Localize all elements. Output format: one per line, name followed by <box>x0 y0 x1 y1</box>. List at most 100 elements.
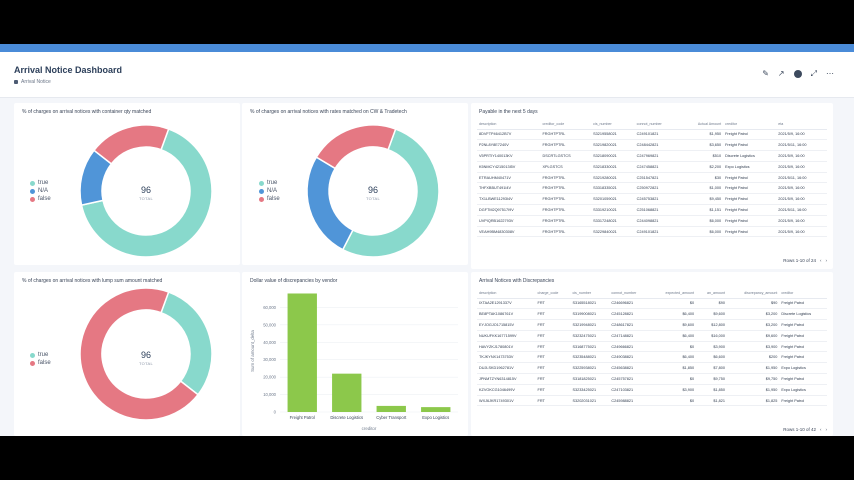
column-header[interactable]: cis_number <box>591 119 635 130</box>
bar-freight-patrol[interactable] <box>287 293 317 412</box>
column-header[interactable]: discrepancy_amount <box>727 288 780 299</box>
next-page-icon[interactable]: › <box>825 258 828 263</box>
table-row[interactable]: EYJOGJO1715815V FRT S3219948021 C248617821 $… <box>477 319 827 331</box>
donut-slice-false[interactable] <box>92 124 170 165</box>
table-cell: S3219280021 <box>591 172 635 184</box>
table-row[interactable]: K5NMCY4215013I5V XPLGSTCS S3218330021 C2474… <box>477 161 827 173</box>
breadcrumb[interactable]: Arrival Notice <box>14 79 51 85</box>
donut-legend: true false <box>30 351 51 367</box>
donut-chart[interactable] <box>76 284 216 424</box>
donut-slice-true[interactable] <box>160 291 213 396</box>
table-row[interactable]: V5PRTIY140013KV DSCRTLGSTCS S3218090021 C24… <box>477 150 827 162</box>
column-header[interactable]: cis_number <box>570 288 610 299</box>
table-cell: 2021/5/11, 16:00 <box>776 204 827 216</box>
prev-page-icon[interactable]: ‹ <box>820 258 822 263</box>
expand-icon[interactable]: ⤢ <box>810 69 817 78</box>
table-row[interactable]: UVPIQRB1622793V FRGHTPTRL S3317248021 C2440… <box>477 215 827 227</box>
table-row[interactable]: TX1LBWE11293I4V FRGHTPTRL S3201059021 C2457… <box>477 193 827 206</box>
column-header[interactable]: description <box>477 119 541 130</box>
column-header[interactable]: charge_code <box>535 288 571 299</box>
legend-item-na[interactable]: N/A <box>259 187 280 195</box>
pencil-icon[interactable]: ✎ <box>762 69 769 78</box>
donut-chart[interactable] <box>76 121 216 261</box>
table-cell: $3,200 <box>727 308 780 321</box>
info-icon[interactable] <box>793 70 802 78</box>
table-cell: WXJ6JKR1749301V <box>477 395 536 407</box>
prev-page-icon[interactable]: ‹ <box>820 427 822 432</box>
table-row[interactable]: P2NL8Y8E7240V FRGHTPTRL S3219820021 C248442… <box>477 139 827 152</box>
share-icon[interactable]: ↗ <box>777 69 785 78</box>
donut-total: 96 <box>140 350 151 360</box>
legend-item-false[interactable]: false <box>30 195 51 203</box>
table-cell: $200 <box>727 351 780 364</box>
legend-item-true[interactable]: true <box>30 351 51 359</box>
y-tick-label: 40,000 <box>263 340 276 345</box>
table-row[interactable]: NUKUFKK16771599V FRT S3232475021 C247148821… <box>477 330 827 342</box>
table-row[interactable]: JPNMTZYN6314815V FRT S3181825021 C245757821… <box>477 373 827 385</box>
donut-chart[interactable] <box>303 121 443 261</box>
legend-item-true[interactable]: true <box>259 179 280 187</box>
table-row[interactable]: THFXBBUT491I4V FRGHTPTRL S3318335021 C25097… <box>477 182 827 195</box>
table-row[interactable]: DGFTM2Q97517I9V FRGHTPTRL S3319210021 C2510… <box>477 204 827 216</box>
legend-item-false[interactable]: false <box>259 195 280 203</box>
legend-item-na[interactable]: N/A <box>30 187 51 195</box>
table-cell: FRGHTPTRL <box>540 129 592 141</box>
bar-expo-logistics[interactable] <box>421 407 451 412</box>
column-header[interactable]: connot_number <box>634 119 681 130</box>
pagination: Rows 1-10 of 24 ‹ › <box>783 258 827 263</box>
table-cell: Freight Patrol <box>779 395 827 407</box>
bar-chart[interactable]: 0 10,000 20,000 30,000 40,000 50,000 60,000 Fre… <box>242 272 468 436</box>
table-row[interactable]: ETRAUHM40471V FRGHTPTRL S3219280021 C251547… <box>477 172 827 184</box>
donut-slice-true[interactable] <box>80 128 213 258</box>
column-header[interactable]: creditor_code <box>540 119 592 130</box>
column-header[interactable]: connot_number <box>609 288 651 299</box>
table-row[interactable]: HAVYZKJ1780801V FRT S3168775021 C249666821 $… <box>477 341 827 353</box>
legend-item-false[interactable]: false <box>30 359 51 367</box>
table-cell: $9,600 <box>696 308 728 321</box>
table-cell: Freight Patrol <box>723 172 777 184</box>
column-header[interactable]: expected_amount <box>650 288 697 299</box>
donut-slice-false[interactable] <box>315 124 397 170</box>
table-cell: KZVOKCG1046499V <box>477 384 536 396</box>
column-header[interactable]: creditor <box>779 288 827 299</box>
table-row[interactable]: TKJKYNX1473753V FRT S3235488021 C249038821 $… <box>477 351 827 364</box>
donut-slice-false[interactable] <box>79 287 200 421</box>
bar-discrete-logistics[interactable] <box>332 373 362 412</box>
donut-slice-true[interactable] <box>341 128 440 258</box>
column-header[interactable]: description <box>477 288 536 299</box>
table-cell: FRGHTPTRL <box>540 193 592 206</box>
column-header[interactable]: eta <box>776 119 827 130</box>
table-cell: S3181825021 <box>570 373 610 385</box>
legend-item-true[interactable]: true <box>30 179 51 187</box>
table-cell: Freight Patrol <box>779 373 827 385</box>
table-cell: Expo Logistics <box>779 384 827 396</box>
more-icon[interactable]: ⋯ <box>826 69 834 78</box>
y-tick-label: 30,000 <box>263 357 276 362</box>
table-cell: $9,600 <box>650 319 697 331</box>
table-row[interactable]: KZVOKCG1046499V FRT S3233425021 C247103821 $… <box>477 384 827 396</box>
table-cell: $1,850 <box>696 384 728 396</box>
table-row[interactable]: WXJ6JKR1749301V FRT S3202031021 C245988821 $… <box>477 395 827 407</box>
table-row[interactable]: IXTAA2E1291337V FRT S3165518021 C246696821 $… <box>477 298 827 310</box>
y-tick-label: 0 <box>274 410 277 415</box>
table-cell: $2,200 <box>680 161 724 173</box>
column-header[interactable]: Actual Amount <box>680 119 724 130</box>
donut-slice-na[interactable] <box>306 156 354 251</box>
table-cell: S3199008021 <box>570 308 610 321</box>
pagination-label: Rows 1-10 of 24 <box>783 258 816 263</box>
column-header[interactable]: an_amount <box>696 288 728 299</box>
top-nav-bar <box>0 44 854 52</box>
donut-total-label: TOTAL <box>138 361 154 366</box>
table-row[interactable]: BE8PTAK1086761V FRT S3199008021 C245128821 $… <box>477 308 827 321</box>
next-page-icon[interactable]: › <box>825 427 828 432</box>
table-row[interactable]: VEAH9BM4830308V FRGHTPTRL S3229840021 C2491… <box>477 226 827 238</box>
bar-cyber-transport[interactable] <box>376 405 406 412</box>
table-row[interactable]: 8DVFTP46412B7V FRGHTPTRL S3219558021 C24910… <box>477 129 827 141</box>
donut-total: 96 <box>140 185 151 195</box>
column-header[interactable]: creditor <box>723 119 777 130</box>
table-cell: C247458821 <box>634 161 681 173</box>
table-cell: FRT <box>535 362 571 375</box>
table-cell: C245638821 <box>609 362 651 375</box>
x-tick-label: Cyber Transport <box>376 415 407 420</box>
table-row[interactable]: DUJLSKD1962781V FRT S3225938021 C245638821 $… <box>477 362 827 375</box>
